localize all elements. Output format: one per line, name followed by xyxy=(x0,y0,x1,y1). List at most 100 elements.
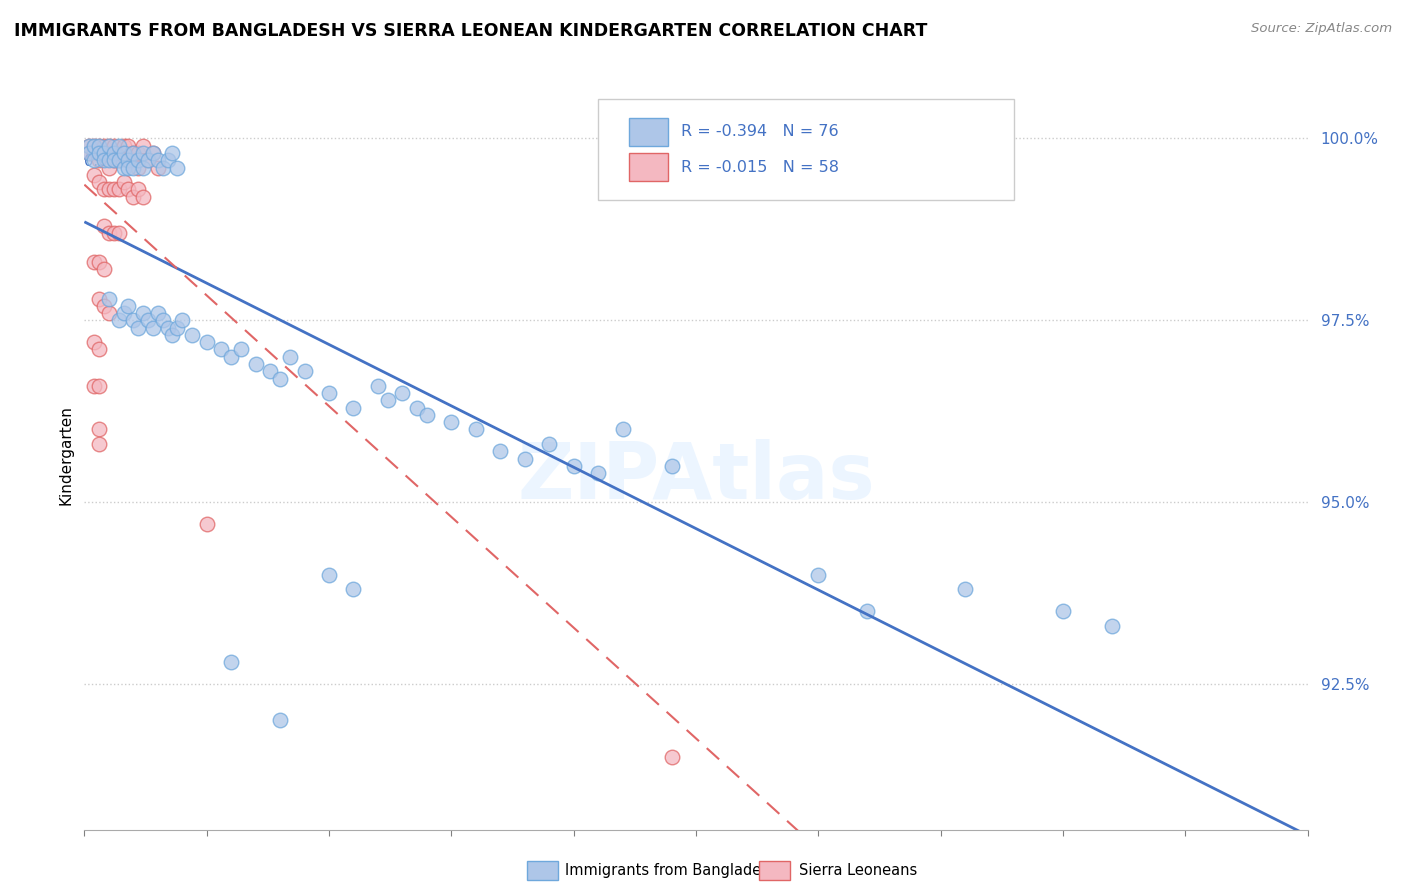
Point xyxy=(112,175,135,189)
Point xyxy=(122,146,145,161)
Point xyxy=(538,437,561,451)
Point xyxy=(464,422,486,436)
Point xyxy=(132,161,155,175)
Point xyxy=(142,146,165,161)
Point xyxy=(318,568,340,582)
Point xyxy=(440,415,463,429)
Point xyxy=(122,146,145,161)
Point xyxy=(391,386,413,401)
Point xyxy=(107,138,129,153)
Point xyxy=(87,153,110,168)
Text: Immigrants from Bangladesh: Immigrants from Bangladesh xyxy=(565,863,779,878)
Point xyxy=(117,182,139,196)
Point xyxy=(406,401,429,415)
Text: 0.0%: 0.0% xyxy=(84,153,121,169)
Point xyxy=(146,153,169,168)
Point xyxy=(107,313,129,327)
Point xyxy=(97,138,120,153)
Point xyxy=(87,175,110,189)
Point xyxy=(269,714,291,728)
Text: ZIPAtlas: ZIPAtlas xyxy=(517,440,875,516)
Point xyxy=(219,655,242,669)
Point xyxy=(83,138,105,153)
Point xyxy=(97,138,120,153)
Point xyxy=(156,320,179,334)
Point xyxy=(127,182,149,196)
Point xyxy=(87,146,110,161)
Point xyxy=(83,335,105,350)
Point xyxy=(117,161,139,175)
Point xyxy=(219,350,242,364)
Point xyxy=(136,153,159,168)
Point xyxy=(87,146,110,161)
Point xyxy=(93,153,115,168)
Point xyxy=(342,401,364,415)
Point xyxy=(93,146,115,161)
Point xyxy=(377,393,399,408)
Point xyxy=(172,313,194,327)
Point xyxy=(181,327,204,342)
Point xyxy=(107,153,129,168)
Point xyxy=(152,313,174,327)
Point xyxy=(1101,619,1123,633)
Point xyxy=(162,327,184,342)
Point xyxy=(807,568,830,582)
Point xyxy=(93,219,115,233)
Point xyxy=(117,299,139,313)
Point xyxy=(103,182,125,196)
Point xyxy=(122,189,145,203)
Point xyxy=(112,161,135,175)
Point xyxy=(152,161,174,175)
Point xyxy=(117,138,139,153)
Point xyxy=(259,364,281,378)
Point xyxy=(856,604,879,618)
Y-axis label: Kindergarten: Kindergarten xyxy=(58,405,73,505)
Point xyxy=(142,320,165,334)
Point xyxy=(318,386,340,401)
Point xyxy=(166,161,188,175)
Point xyxy=(87,437,110,451)
Point xyxy=(87,422,110,436)
Point xyxy=(117,153,139,168)
Point xyxy=(122,153,145,168)
Point xyxy=(87,138,110,153)
Point xyxy=(117,153,139,168)
Point xyxy=(195,335,218,350)
Bar xyxy=(628,118,668,146)
Point xyxy=(127,153,149,168)
Point xyxy=(83,146,105,161)
Text: IMMIGRANTS FROM BANGLADESH VS SIERRA LEONEAN KINDERGARTEN CORRELATION CHART: IMMIGRANTS FROM BANGLADESH VS SIERRA LEO… xyxy=(14,22,928,40)
Point xyxy=(166,320,188,334)
Point xyxy=(127,146,149,161)
Point xyxy=(87,138,110,153)
Text: Sierra Leoneans: Sierra Leoneans xyxy=(799,863,917,878)
Point xyxy=(107,226,129,240)
Point xyxy=(93,182,115,196)
Point xyxy=(103,138,125,153)
Point xyxy=(93,138,115,153)
Point xyxy=(209,343,232,357)
Point xyxy=(112,146,135,161)
Point xyxy=(122,313,145,327)
Point xyxy=(367,379,389,393)
Point xyxy=(97,182,120,196)
Point xyxy=(107,153,129,168)
Point xyxy=(245,357,267,371)
Bar xyxy=(628,153,668,181)
Point xyxy=(136,153,159,168)
Point xyxy=(132,146,155,161)
Point xyxy=(83,153,105,168)
Point xyxy=(229,343,252,357)
Point xyxy=(586,466,609,480)
Point xyxy=(953,582,976,597)
Point xyxy=(93,146,115,161)
Text: R = -0.015   N = 58: R = -0.015 N = 58 xyxy=(682,160,839,175)
Point xyxy=(146,306,169,320)
Point xyxy=(93,262,115,277)
Point xyxy=(127,320,149,334)
Point xyxy=(132,189,155,203)
Point xyxy=(112,138,135,153)
Point xyxy=(97,226,120,240)
Point xyxy=(489,444,512,458)
Text: Source: ZipAtlas.com: Source: ZipAtlas.com xyxy=(1251,22,1392,36)
